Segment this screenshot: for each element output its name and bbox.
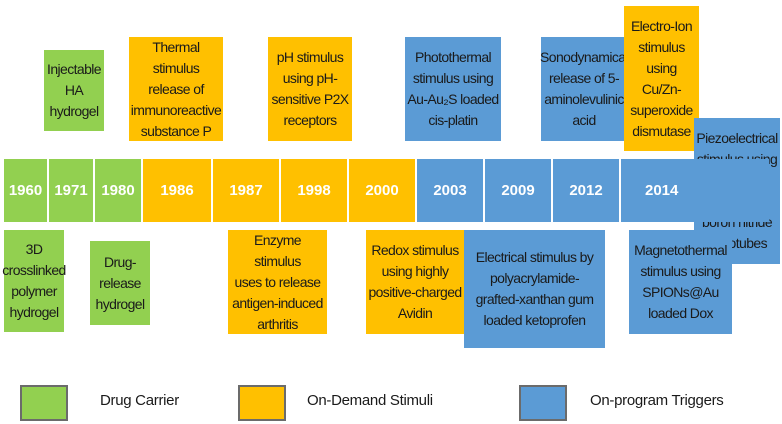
box-enzyme-stimulus: Enzyme stimulus uses to release antigen-… bbox=[228, 230, 327, 334]
year-2014: 2014 bbox=[621, 159, 769, 222]
timeline-bar: 1960 1971 1980 1986 1987 1998 2000 2003 … bbox=[4, 159, 769, 222]
box-injectable-ha-hydrogel: Injectable HA hydrogel bbox=[44, 50, 104, 131]
box-sonodynamical-release: Sonodynamical release of 5- aminolevulin… bbox=[540, 37, 629, 141]
year-2000: 2000 bbox=[349, 159, 417, 222]
year-2009: 2009 bbox=[485, 159, 553, 222]
legend-label-on-program-triggers: On-program Triggers bbox=[590, 392, 724, 409]
legend-label-on-demand-stimuli: On-Demand Stimuli bbox=[307, 392, 433, 409]
box-thermal-stimulus: Thermal stimulus release of immunoreacti… bbox=[129, 37, 223, 141]
legend-label-drug-carrier: Drug Carrier bbox=[100, 392, 179, 409]
box-drug-release-hydrogel: Drug- release hydrogel bbox=[90, 241, 150, 325]
year-2003: 2003 bbox=[417, 159, 485, 222]
box-photothermal-stimulus: Photothermal stimulus using Au-Au₂S load… bbox=[405, 37, 501, 141]
box-ph-stimulus: pH stimulus using pH- sensitive P2X rece… bbox=[268, 37, 352, 141]
year-1971: 1971 bbox=[49, 159, 95, 222]
year-1980: 1980 bbox=[95, 159, 143, 222]
year-1987: 1987 bbox=[213, 159, 281, 222]
box-redox-stimulus: Redox stimulus using highly positive-cha… bbox=[366, 230, 464, 334]
legend-swatch-on-program-triggers bbox=[519, 385, 567, 421]
box-magnetothermal-stimulus: Magnetothermal stimulus using SPIONs@Au … bbox=[629, 230, 732, 334]
box-3d-crosslinked-hydrogel: 3D crosslinked polymer hydrogel bbox=[2, 230, 66, 332]
legend-swatch-drug-carrier bbox=[20, 385, 68, 421]
legend-swatch-on-demand-stimuli bbox=[238, 385, 286, 421]
year-1960: 1960 bbox=[4, 159, 49, 222]
box-electro-ion-stimulus: Electro-Ion stimulus using Cu/Zn- supero… bbox=[624, 6, 699, 151]
box-electrical-stimulus: Electrical stimulus by polyacrylamide- g… bbox=[464, 230, 605, 348]
year-1998: 1998 bbox=[281, 159, 349, 222]
year-1986: 1986 bbox=[143, 159, 213, 222]
year-2012: 2012 bbox=[553, 159, 621, 222]
